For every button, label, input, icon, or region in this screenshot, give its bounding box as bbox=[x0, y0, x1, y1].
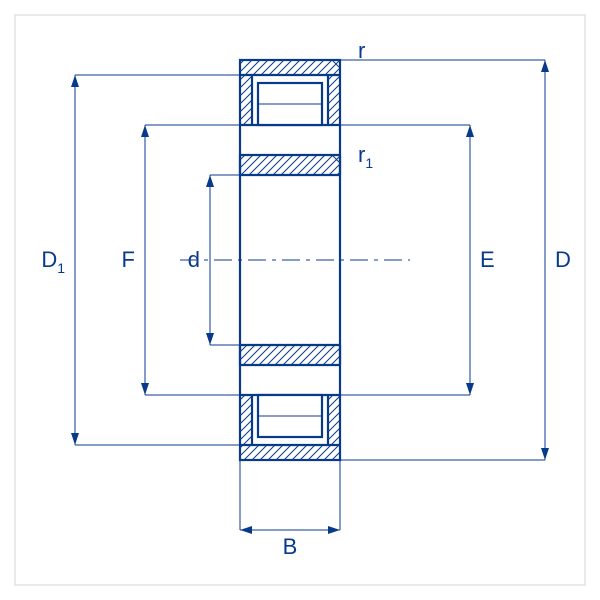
dim-label-d: d bbox=[188, 247, 200, 272]
dim-label-D1: D1 bbox=[41, 247, 65, 276]
dim-label-B: B bbox=[283, 534, 298, 559]
dim-label-D: D bbox=[555, 247, 571, 272]
dim-label-E: E bbox=[480, 247, 495, 272]
bearing-diagram: D E D1 Fd Br r1 bbox=[0, 0, 600, 600]
dim-label-r: r bbox=[358, 38, 365, 63]
dim-label-r1: r1 bbox=[358, 142, 373, 171]
dim-label-F: F bbox=[122, 247, 135, 272]
